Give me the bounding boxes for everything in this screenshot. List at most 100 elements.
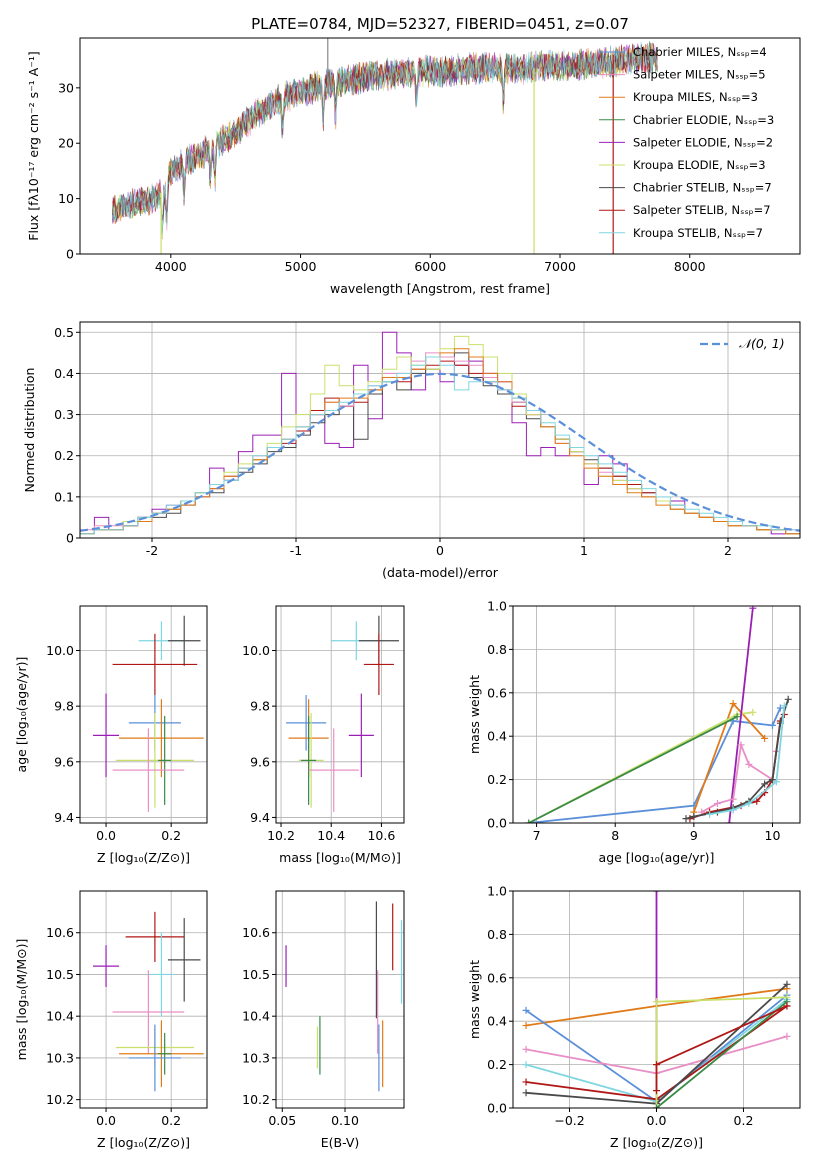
weight-marker — [729, 795, 737, 803]
x-tick-label: 9 — [690, 828, 698, 843]
x-tick-label: 4000 — [155, 259, 187, 274]
legend-label: Salpeter ELODIE, Nₛₛₚ=2 — [633, 135, 773, 149]
errorbar-point — [125, 911, 185, 962]
x-axis-label: mass [log₁₀(M/M⊙)] — [279, 850, 401, 865]
x-axis-label: wavelength [Angstrom, rest frame] — [330, 281, 550, 296]
weight-marker — [768, 721, 776, 729]
x-tick-label: 10.4 — [317, 828, 345, 843]
weight-marker — [729, 806, 737, 814]
y-tick-label: 0.5 — [54, 325, 74, 340]
weight-marker — [522, 1061, 530, 1069]
weight-marker — [768, 776, 776, 784]
panel-age-vs-mass: 10.2 10.4 10.6 9.4 9.6 9.8 10.0 mass [log₁₀(M/M… — [242, 605, 405, 865]
y-tick-label: 0 — [66, 247, 74, 262]
y-tick-label: 0.1 — [54, 489, 74, 504]
x-tick-label: 0.2 — [161, 828, 181, 843]
weight-marker — [761, 734, 769, 742]
y-tick-label: 10.4 — [46, 1009, 74, 1024]
x-tick-label: 0.2 — [161, 1113, 181, 1128]
y-tick-label: 9.6 — [250, 754, 270, 769]
plot-area — [286, 615, 399, 812]
y-tick-label: 1.0 — [487, 884, 507, 899]
panel-mass-vs-ebv: 0.05 0.10 10.2 10.3 10.4 10.5 10.6 E(B-V) — [242, 890, 405, 1150]
weight-marker — [753, 797, 761, 805]
x-tick-label: 8 — [611, 828, 619, 843]
errorbar-point — [128, 1024, 181, 1092]
y-tick-label: 10.6 — [46, 925, 74, 940]
errorbar-point — [148, 932, 175, 1017]
y-tick-label: 0.6 — [487, 685, 507, 700]
errorbar-point — [348, 693, 374, 778]
x-tick-label: 0.0 — [96, 828, 116, 843]
x-tick-label: -2 — [146, 543, 158, 558]
y-axis-label: Flux [fλ10⁻¹⁷ erg cm⁻² s⁻¹ A⁻¹] — [26, 51, 41, 240]
errorbar-point — [363, 633, 394, 696]
y-tick-label: 0.4 — [487, 1014, 507, 1029]
y-tick-label: 0.2 — [487, 1057, 507, 1072]
x-tick-label: 0 — [436, 543, 444, 558]
spectrum-line — [112, 41, 658, 235]
x-tick-label: 0.10 — [331, 1113, 359, 1128]
errorbar-point — [93, 945, 120, 987]
figure-title: PLATE=0784, MJD=52327, FIBERID=0451, z=0… — [251, 15, 629, 33]
weight-marker — [733, 713, 741, 721]
weight-marker — [522, 1022, 530, 1030]
x-tick-label: 0.2 — [734, 1113, 754, 1128]
errorbar-point — [167, 615, 201, 666]
weight-marker — [522, 1089, 530, 1097]
errorbar-point — [308, 728, 359, 812]
weight-marker — [749, 708, 757, 716]
x-tick-label: 1 — [580, 543, 588, 558]
normal-curve — [80, 372, 800, 532]
y-tick-label: 0.3 — [54, 407, 74, 422]
weight-marker — [522, 1006, 530, 1014]
x-tick-label: 10.2 — [267, 828, 295, 843]
y-axis-label: mass [log₁₀(M/M⊙)] — [14, 939, 29, 1061]
legend-label: 𝒩(0, 1) — [739, 336, 785, 351]
y-tick-label: 10.3 — [242, 1050, 270, 1065]
plot-area — [525, 606, 792, 823]
weight-marker — [525, 819, 533, 823]
weight-marker — [776, 704, 784, 712]
y-axis-label: Normed distribution — [22, 368, 37, 493]
x-tick-label: 7 — [533, 828, 541, 843]
x-tick-label: 6000 — [414, 259, 446, 274]
y-tick-label: 10.6 — [242, 925, 270, 940]
weight-marker — [729, 700, 737, 708]
weight-marker — [783, 980, 791, 988]
y-tick-label: 0.4 — [487, 729, 507, 744]
legend-label: Kroupa STELIB, Nₛₛₚ=7 — [633, 226, 763, 240]
weight-marker — [522, 1045, 530, 1053]
x-axis-label: E(B-V) — [321, 1135, 360, 1150]
legend-label: Chabrier MILES, Nₛₛₚ=4 — [633, 45, 767, 59]
y-tick-label: 9.8 — [54, 699, 74, 714]
weight-marker — [784, 695, 792, 703]
y-tick-label: 10.4 — [242, 1009, 270, 1024]
y-tick-label: 9.6 — [54, 754, 74, 769]
x-axis-label: age [log₁₀(age/yr)] — [599, 850, 715, 865]
plot-area — [80, 331, 800, 538]
y-tick-label: 30 — [58, 80, 74, 95]
y-axis-label: mass weight — [467, 960, 482, 1039]
y-tick-label: 0.2 — [54, 448, 74, 463]
y-tick-label: 10.3 — [46, 1050, 74, 1065]
axes-frame — [79, 890, 208, 1109]
plot-area — [93, 615, 204, 812]
weight-marker — [761, 780, 769, 788]
x-axis-label: Z [log₁₀(Z/Z⊙)] — [97, 850, 190, 865]
x-tick-label: 0.05 — [268, 1113, 296, 1128]
axes-frame — [79, 37, 801, 255]
legend-label: Salpeter STELIB, Nₛₛₚ=7 — [633, 203, 771, 217]
errorbar-point — [301, 715, 317, 805]
weight-marker — [745, 760, 753, 768]
errorbar-point — [158, 1032, 172, 1075]
weight-marker — [706, 810, 714, 818]
x-tick-label: 10.6 — [367, 828, 395, 843]
errorbar-point — [112, 728, 185, 812]
x-axis-label: Z [log₁₀(Z/Z⊙)] — [97, 1135, 190, 1150]
panel-residuals: -2 -1 0 1 2 0 0.1 0.2 0.3 0.4 0.5 (data-model)/erro… — [22, 321, 801, 580]
weight-marker — [690, 812, 698, 820]
y-axis-label: mass weight — [467, 675, 482, 754]
